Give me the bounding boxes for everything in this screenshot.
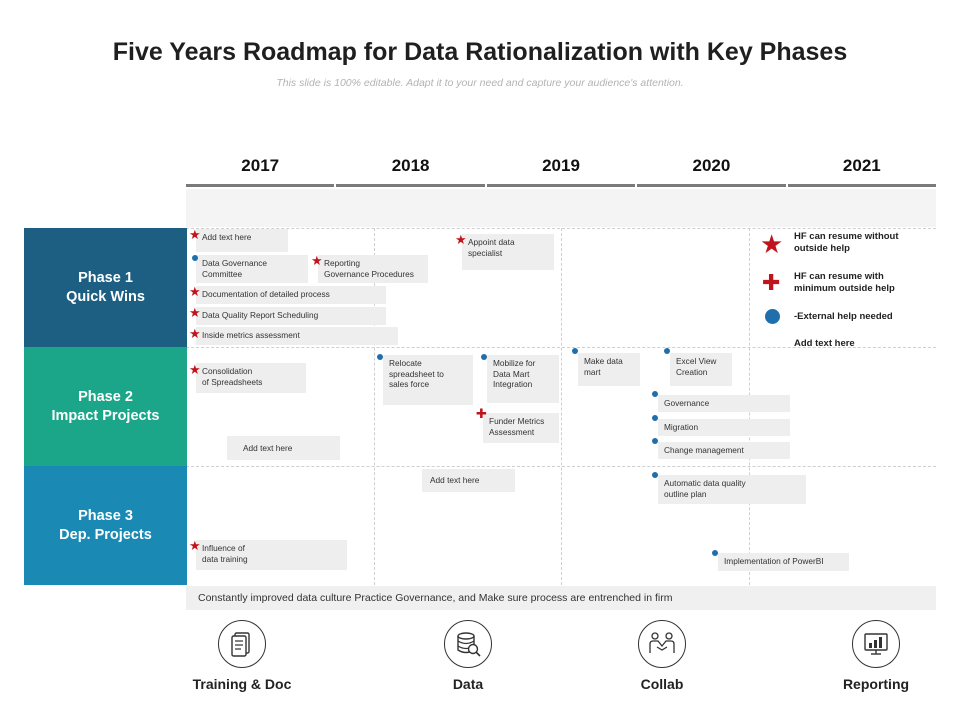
dot-icon xyxy=(712,550,718,556)
roadmap-card: Data Governance Committee xyxy=(196,255,308,283)
star-icon: ★ xyxy=(455,232,467,247)
star-icon: ★ xyxy=(311,253,323,268)
slide-subtitle: This slide is 100% editable. Adapt it to… xyxy=(276,77,684,89)
footer-label: Reporting xyxy=(842,676,910,692)
footer-label: Data xyxy=(452,676,484,692)
star-icon: ★ xyxy=(189,362,201,377)
year-label: 2018 xyxy=(336,149,485,187)
legend-dot-icon xyxy=(765,309,780,324)
roadmap-card: Implementation of PowerBI xyxy=(718,553,849,571)
bottom-note: Constantly improved data culture Practic… xyxy=(186,586,936,610)
dot-icon xyxy=(481,354,487,360)
phase-name: Impact Projects xyxy=(51,407,160,424)
phase-2-block: Phase 2 Impact Projects xyxy=(24,347,187,466)
roadmap-card: Relocate spreadsheet to sales force xyxy=(383,355,473,405)
roadmap-card: Documentation of detailed process xyxy=(196,286,386,304)
dot-icon xyxy=(192,255,198,261)
legend-plus-icon: ✚ xyxy=(762,270,781,295)
dot-icon xyxy=(572,348,578,354)
year-label: 2021 xyxy=(787,149,937,187)
phase-label: Phase 3 xyxy=(78,507,133,524)
grid-line xyxy=(374,228,375,585)
roadmap-card: Appoint data specialist xyxy=(462,234,554,270)
footer-label: Training & Doc xyxy=(192,676,292,692)
roadmap-card: Excel View Creation xyxy=(670,353,732,386)
slide-title: Five Years Roadmap for Data Rationalizat… xyxy=(112,38,848,66)
legend-text: HF can resume without outside help xyxy=(794,231,899,254)
document-icon xyxy=(218,620,266,668)
year-label: 2019 xyxy=(486,149,636,187)
phase-name: Dep. Projects xyxy=(59,526,152,543)
roadmap-card: Migration xyxy=(658,419,790,436)
phase-label: Phase 1 xyxy=(78,269,133,286)
year-label: 2017 xyxy=(186,149,335,187)
year-header: 2017 2018 2019 2020 2021 xyxy=(186,149,937,187)
footer-item-training: Training & Doc xyxy=(177,620,307,692)
grid-line xyxy=(186,347,936,348)
legend-text: HF can resume with minimum outside help xyxy=(794,271,895,294)
roadmap-card: Mobilize for Data Mart Integration xyxy=(487,355,559,403)
star-icon: ★ xyxy=(189,227,201,242)
roadmap-card: Consolidation of Spreadsheets xyxy=(196,363,306,393)
footer-label: Collab xyxy=(640,676,684,692)
grid-line xyxy=(561,228,562,585)
dot-icon xyxy=(377,354,383,360)
phase-name: Quick Wins xyxy=(66,288,145,305)
roadmap-card: Change management xyxy=(658,442,790,459)
roadmap-card: Inside metrics assessment xyxy=(196,327,398,345)
roadmap-card: Make data mart xyxy=(578,353,640,386)
star-icon: ★ xyxy=(189,538,201,553)
roadmap-card: Funder Metrics Assessment xyxy=(483,413,559,443)
roadmap-card: Influence of data training xyxy=(196,540,347,570)
star-icon: ★ xyxy=(189,326,201,341)
roadmap-card: Add text here xyxy=(227,436,340,460)
star-icon: ★ xyxy=(189,284,201,299)
footer-item-data: Data xyxy=(403,620,533,692)
phase-label: Phase 2 xyxy=(78,388,133,405)
roadmap-card: Governance xyxy=(658,395,790,412)
dot-icon xyxy=(652,472,658,478)
dot-icon xyxy=(652,438,658,444)
phase-3-block: Phase 3 Dep. Projects xyxy=(24,466,187,585)
dot-icon xyxy=(652,415,658,421)
chart-icon xyxy=(852,620,900,668)
roadmap-card: Automatic data quality outline plan xyxy=(658,475,806,504)
roadmap-card: Add text here xyxy=(422,469,515,492)
dot-icon xyxy=(664,348,670,354)
dot-icon xyxy=(652,391,658,397)
plus-icon: ✚ xyxy=(476,406,487,421)
database-icon xyxy=(444,620,492,668)
footer-item-collab: Collab xyxy=(597,620,727,692)
header-band xyxy=(186,189,936,227)
phase-1-block: Phase 1 Quick Wins xyxy=(24,228,187,347)
roadmap-card: Reporting Governance Procedures xyxy=(318,255,428,283)
legend-text: Add text here xyxy=(794,338,855,349)
star-icon: ★ xyxy=(189,305,201,320)
roadmap-card: Add text here xyxy=(196,229,288,252)
legend-text: -External help needed xyxy=(794,311,893,322)
roadmap-card: Data Quality Report Scheduling xyxy=(196,307,386,325)
grid-line xyxy=(186,228,936,229)
grid-line xyxy=(186,466,936,467)
legend-star-icon: ★ xyxy=(760,229,784,259)
year-label: 2020 xyxy=(637,149,786,187)
handshake-icon xyxy=(638,620,686,668)
footer-item-reporting: Reporting xyxy=(811,620,941,692)
